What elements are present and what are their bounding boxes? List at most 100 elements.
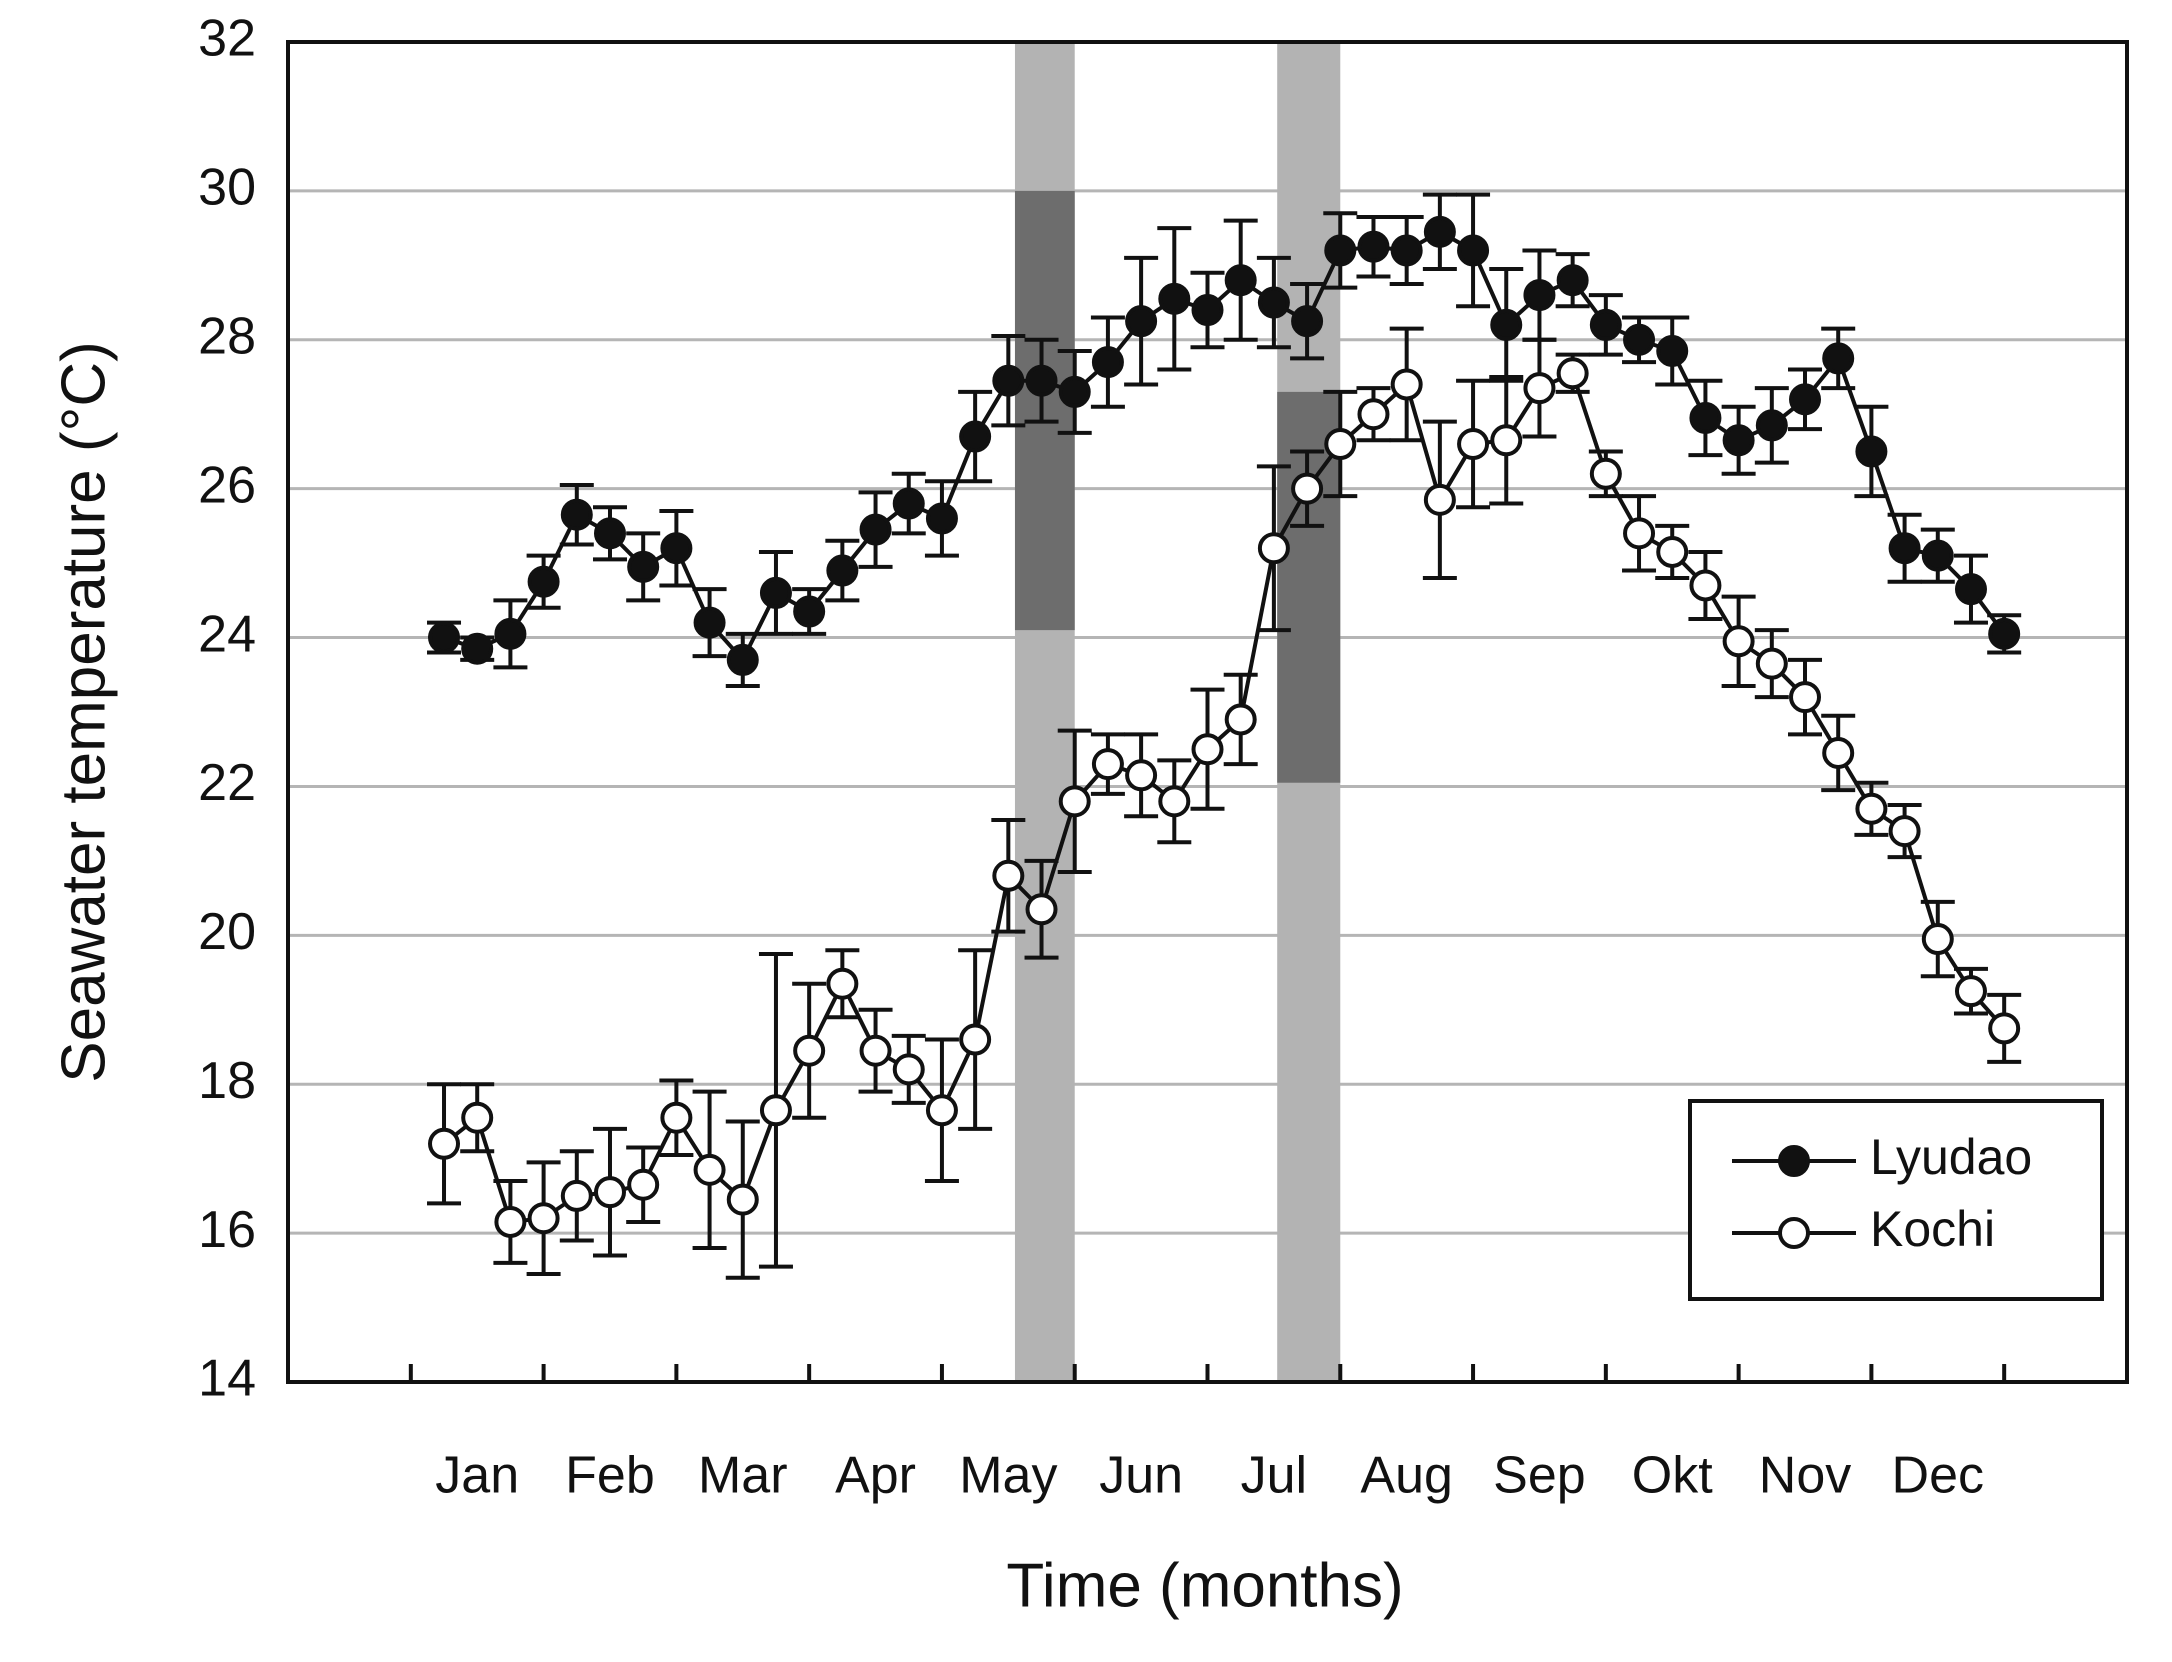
data-point [1324, 428, 1357, 460]
data-point [1058, 785, 1091, 818]
data-point [959, 420, 992, 453]
data-point [1091, 346, 1124, 379]
data-point [1457, 234, 1490, 267]
data-point [759, 576, 792, 609]
y-tick-label: 26 [198, 456, 256, 514]
plot-frame [286, 40, 2129, 1384]
data-point [992, 859, 1025, 892]
data-point [1755, 647, 1788, 680]
data-point [1224, 703, 1257, 736]
data-point [892, 1053, 925, 1086]
data-point [1888, 815, 1921, 848]
data-point [1357, 398, 1390, 431]
x-tick-label: Okt [1632, 1447, 1713, 1505]
data-point [560, 1179, 593, 1212]
data-point [1390, 234, 1423, 267]
data-point [693, 1153, 726, 1186]
y-tick-label: 18 [198, 1052, 256, 1110]
data-point [726, 643, 759, 676]
data-point [1324, 234, 1357, 267]
data-point [1589, 308, 1622, 341]
data-point [793, 595, 826, 628]
data-point [1689, 569, 1722, 602]
data-point [1822, 736, 1855, 769]
x-tick-label: Feb [565, 1447, 655, 1505]
data-point [1025, 364, 1058, 397]
data-point [826, 967, 859, 1000]
data-point [1058, 375, 1091, 408]
legend-label: Kochi [1870, 1201, 1995, 1257]
legend-label: Lyudao [1870, 1129, 2032, 1185]
data-point [1855, 435, 1888, 468]
data-point [1556, 264, 1589, 297]
data-point [527, 565, 560, 598]
data-point [1523, 279, 1556, 312]
legend-box [1688, 1099, 2104, 1301]
data-point [793, 1034, 826, 1067]
y-tick-label: 16 [198, 1201, 256, 1259]
data-point [1789, 681, 1822, 714]
data-point [925, 1094, 958, 1127]
data-point [1921, 923, 1954, 956]
x-tick-label: Jan [435, 1447, 519, 1505]
data-point [1125, 759, 1158, 792]
data-point [1457, 428, 1490, 460]
data-point [1921, 539, 1954, 572]
data-point [1025, 893, 1058, 926]
data-point [494, 1205, 527, 1238]
data-point [1291, 305, 1324, 338]
data-point [1855, 792, 1888, 825]
data-point [1191, 733, 1224, 766]
legend-marker [1778, 1217, 1810, 1249]
data-point [726, 1183, 759, 1216]
data-point [1623, 517, 1656, 550]
shaded-band-dark [1014, 190, 1075, 631]
data-point [1490, 308, 1523, 341]
data-point [1822, 342, 1855, 375]
y-tick-label: 22 [198, 754, 256, 812]
data-point [1257, 286, 1290, 319]
data-point [1888, 532, 1921, 565]
x-tick-label: Aug [1360, 1447, 1453, 1505]
x-tick-label: Apr [835, 1447, 916, 1505]
data-point [1722, 424, 1755, 457]
data-point [560, 498, 593, 531]
data-point [1656, 334, 1689, 367]
data-point [1158, 785, 1191, 818]
y-axis-title: Seawater temperature (°C) [49, 341, 118, 1083]
data-point [1689, 401, 1722, 434]
data-point [1390, 368, 1423, 401]
data-point [1623, 323, 1656, 356]
data-point [627, 1168, 660, 1201]
y-tick-label: 32 [198, 10, 256, 68]
data-point [1423, 483, 1456, 516]
data-point [593, 1176, 626, 1209]
data-point [1589, 457, 1622, 490]
data-point [925, 502, 958, 535]
data-point [1954, 975, 1987, 1008]
x-tick-label: Jul [1241, 1447, 1307, 1505]
y-tick-label: 30 [198, 159, 256, 217]
y-tick-label: 20 [198, 903, 256, 961]
y-tick-label: 14 [198, 1350, 256, 1408]
data-point [892, 487, 925, 520]
data-point [428, 621, 461, 654]
data-point [859, 513, 892, 546]
data-point [1191, 294, 1224, 326]
data-point [826, 554, 859, 587]
data-point [1954, 573, 1987, 606]
legend-marker [1778, 1145, 1810, 1177]
data-point [759, 1094, 792, 1127]
x-tick-label: Sep [1493, 1447, 1586, 1505]
data-point [1722, 625, 1755, 658]
data-point [660, 1101, 693, 1134]
data-point [428, 1127, 461, 1160]
data-point [593, 517, 626, 550]
data-point [693, 606, 726, 639]
x-tick-label: Jun [1099, 1447, 1183, 1505]
x-tick-label: Nov [1759, 1447, 1851, 1505]
data-point [1125, 305, 1158, 338]
data-point [1357, 230, 1390, 263]
data-point [959, 1023, 992, 1056]
